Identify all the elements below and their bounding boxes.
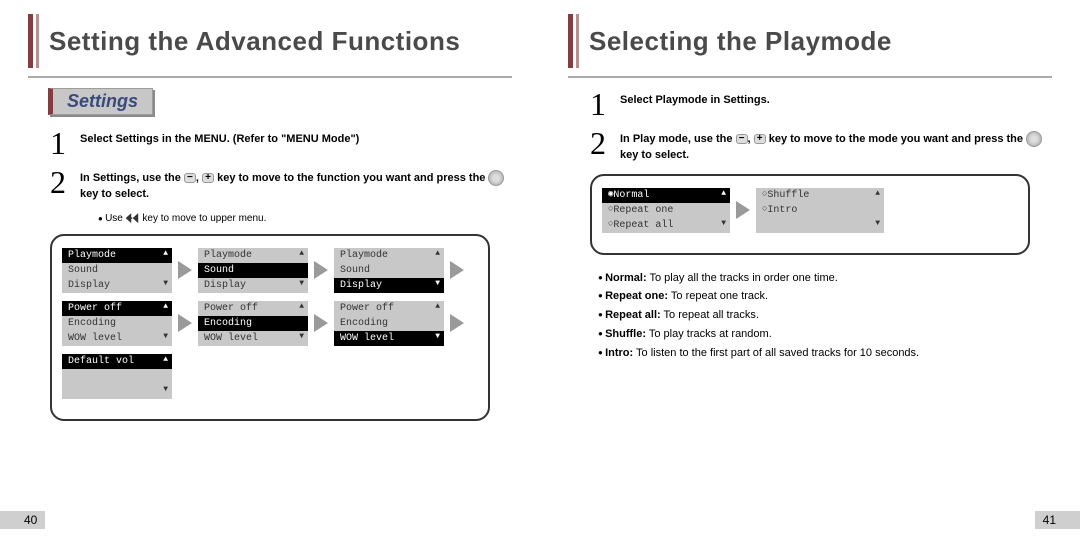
definition-item: Repeat all: To repeat all tracks. [598, 306, 1052, 325]
menu-box: Power off▲ Encoding WOW level▼ [334, 301, 444, 346]
page-right: Selecting the Playmode 1 Select Playmode… [540, 0, 1080, 539]
menu-item: ○Intro [756, 203, 884, 218]
menu-item: WOW level▼ [62, 331, 172, 346]
title-underline [28, 76, 512, 78]
step-1: 1 Select Playmode in Settings. [590, 90, 1052, 119]
step-number: 2 [50, 168, 80, 203]
menu-item: Playmode▲ [334, 248, 444, 263]
step-number: 1 [590, 90, 620, 119]
menu-item: Power off▲ [198, 301, 308, 316]
menu-item: ○Repeat one [602, 203, 730, 218]
section-heading: Settings [48, 88, 153, 115]
menu-item: Display▼ [334, 278, 444, 293]
definition-item: Intro: To listen to the first part of al… [598, 344, 1052, 363]
page-title: Selecting the Playmode [589, 26, 1052, 57]
menu-item: Encoding [334, 316, 444, 331]
arrow-right-icon [314, 314, 328, 332]
menu-item: Power off▲ [62, 301, 172, 316]
menu-item: Playmode▲ [198, 248, 308, 263]
menu-item: Encoding [62, 316, 172, 331]
definitions-list: Normal: To play all the tracks in order … [598, 269, 1052, 362]
menu-box: ○Shuffle▲ ○Intro ▼ [756, 188, 884, 233]
step-2: 2 In Play mode, use the −, + key to move… [590, 129, 1052, 164]
menu-item: Playmode▲ [62, 248, 172, 263]
menu-item: ○Repeat all▼ [602, 218, 730, 233]
title-ornament-icon [568, 14, 579, 68]
step-text: Select Settings in the MENU. (Refer to "… [80, 129, 359, 158]
definition-item: Repeat one: To repeat one track. [598, 287, 1052, 306]
menu-box: ◉Normal▲ ○Repeat one ○Repeat all▼ [602, 188, 730, 233]
menu-item: WOW level▼ [334, 331, 444, 346]
menu-box: Power off▲ Encoding WOW level▼ [198, 301, 308, 346]
menu-item: ▼ [62, 384, 172, 399]
menu-item [62, 369, 172, 384]
menu-item: Display▼ [198, 278, 308, 293]
menu-item: WOW level▼ [198, 331, 308, 346]
menu-box: Playmode▲ Sound Display▼ [62, 248, 172, 293]
arrow-right-icon [178, 261, 192, 279]
definition-item: Normal: To play all the tracks in order … [598, 269, 1052, 288]
menu-item: Default vol▲ [62, 354, 172, 369]
page-left: Setting the Advanced Functions Settings … [0, 0, 540, 539]
menu-panel: Playmode▲ Sound Display▼ Playmode▲ Sound… [50, 234, 490, 421]
menu-item: Sound [198, 263, 308, 278]
sub-note: Use key to move to upper menu. [98, 213, 512, 224]
step-number: 1 [50, 129, 80, 158]
minus-icon: − [736, 134, 748, 144]
title-bar-left: Setting the Advanced Functions [28, 20, 512, 62]
step-2: 2 In Settings, use the −, + key to move … [50, 168, 512, 203]
arrow-right-icon [736, 201, 750, 219]
plus-icon: + [754, 134, 766, 144]
step-text: Select Playmode in Settings. [620, 90, 770, 119]
center-button-icon [1026, 131, 1042, 147]
arrow-right-icon [450, 261, 464, 279]
menu-item: Power off▲ [334, 301, 444, 316]
menu-box: Playmode▲ Sound Display▼ [334, 248, 444, 293]
step-text: In Settings, use the −, + key to move to… [80, 168, 512, 203]
menu-item: Sound [62, 263, 172, 278]
page-number: 41 [1035, 511, 1080, 529]
menu-item: Display▼ [62, 278, 172, 293]
arrow-right-icon [178, 314, 192, 332]
menu-box: Power off▲ Encoding WOW level▼ [62, 301, 172, 346]
menu-row: Playmode▲ Sound Display▼ Playmode▲ Sound… [62, 248, 478, 293]
menu-row: ◉Normal▲ ○Repeat one ○Repeat all▼ ○Shuff… [602, 188, 1018, 233]
menu-item: ○Shuffle▲ [756, 188, 884, 203]
step-1: 1 Select Settings in the MENU. (Refer to… [50, 129, 512, 158]
menu-item: ▼ [756, 218, 884, 233]
page-number: 40 [0, 511, 45, 529]
arrow-right-icon [450, 314, 464, 332]
center-button-icon [488, 170, 504, 186]
rewind-icon [126, 213, 140, 223]
arrow-right-icon [314, 261, 328, 279]
menu-item: ◉Normal▲ [602, 188, 730, 203]
menu-row: Default vol▲ ▼ [62, 354, 478, 399]
menu-panel: ◉Normal▲ ○Repeat one ○Repeat all▼ ○Shuff… [590, 174, 1030, 255]
menu-box: Default vol▲ ▼ [62, 354, 172, 399]
title-ornament-icon [28, 14, 39, 68]
menu-item: Encoding [198, 316, 308, 331]
title-underline [568, 76, 1052, 78]
definition-item: Shuffle: To play tracks at random. [598, 325, 1052, 344]
step-text: In Play mode, use the −, + key to move t… [620, 129, 1052, 164]
menu-item: Sound [334, 263, 444, 278]
page-title: Setting the Advanced Functions [49, 26, 512, 57]
title-bar-right: Selecting the Playmode [568, 20, 1052, 62]
minus-icon: − [184, 173, 196, 183]
step-number: 2 [590, 129, 620, 164]
menu-box: Playmode▲ Sound Display▼ [198, 248, 308, 293]
menu-row: Power off▲ Encoding WOW level▼ Power off… [62, 301, 478, 346]
plus-icon: + [202, 173, 214, 183]
